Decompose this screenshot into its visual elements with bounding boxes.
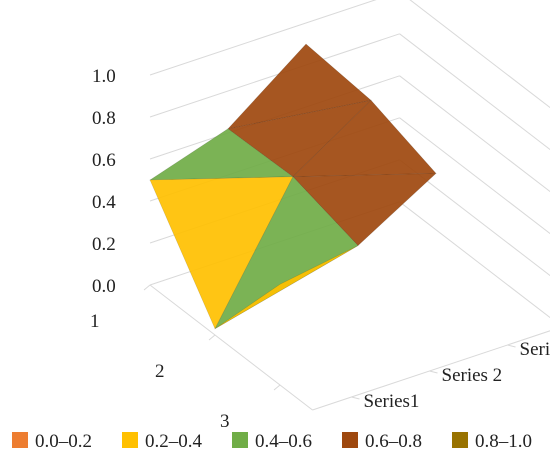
z-tick-label: 0.2 — [92, 234, 116, 255]
surface-facet — [292, 99, 437, 178]
axes: 0.0 0.2 0.4 0.6 0.8 1.0 1 2 3 Series1 Series 2 Seri… — [90, 66, 550, 432]
legend-label: 0.6–0.8 — [365, 431, 422, 452]
legend-label: 0.2–0.4 — [145, 431, 203, 452]
gridline-back-left — [149, 33, 400, 118]
gridline-back-right — [399, 117, 550, 235]
z-tick-label: 0.0 — [92, 276, 116, 297]
gridline-back-left — [149, 0, 377, 76]
gridline-back-right — [409, 0, 550, 109]
category-tick-mark — [143, 284, 151, 291]
gridline-back-right — [399, 75, 550, 193]
category-tick-label: 3 — [220, 411, 230, 432]
legend-swatch — [342, 432, 358, 448]
floor-edge-series — [312, 330, 550, 411]
legend-label: 0.0–0.2 — [35, 431, 92, 452]
legend-label: 0.8–1.0 — [475, 431, 532, 452]
category-tick-label: 1 — [90, 311, 100, 332]
series-tick-label: Series 2 — [442, 365, 503, 386]
series-tick-mark — [429, 370, 438, 374]
legend-swatch — [452, 432, 468, 448]
gridline-back-right — [399, 33, 550, 151]
category-tick-label: 2 — [155, 361, 165, 382]
surface-facet — [214, 176, 359, 330]
legend-label: 0.4–0.6 — [255, 431, 312, 452]
gridlines — [149, 0, 550, 411]
series-tick-mark — [351, 396, 360, 400]
surface-facet — [292, 173, 437, 247]
z-tick-label: 1.0 — [92, 66, 116, 87]
series-tick-mark — [507, 344, 516, 348]
category-tick-mark — [208, 334, 216, 341]
z-tick-label: 0.6 — [92, 150, 116, 171]
surface-facet — [214, 245, 359, 329]
gridline-back-right — [399, 201, 550, 319]
legend: 0.0–0.2 0.2–0.4 0.4–0.6 0.6–0.8 0.8–1.0 — [12, 431, 532, 452]
legend-swatch — [122, 432, 138, 448]
surface-plot — [148, 43, 437, 330]
z-tick-label: 0.8 — [92, 108, 116, 129]
z-tick-label: 0.4 — [92, 192, 116, 213]
floor-edge-category — [149, 284, 313, 411]
series-tick-label: Series1 — [364, 391, 420, 412]
category-tick-mark — [273, 384, 281, 391]
legend-swatch — [232, 432, 248, 448]
series-tick-label: Series3 — [520, 339, 550, 360]
legend-swatch — [12, 432, 28, 448]
